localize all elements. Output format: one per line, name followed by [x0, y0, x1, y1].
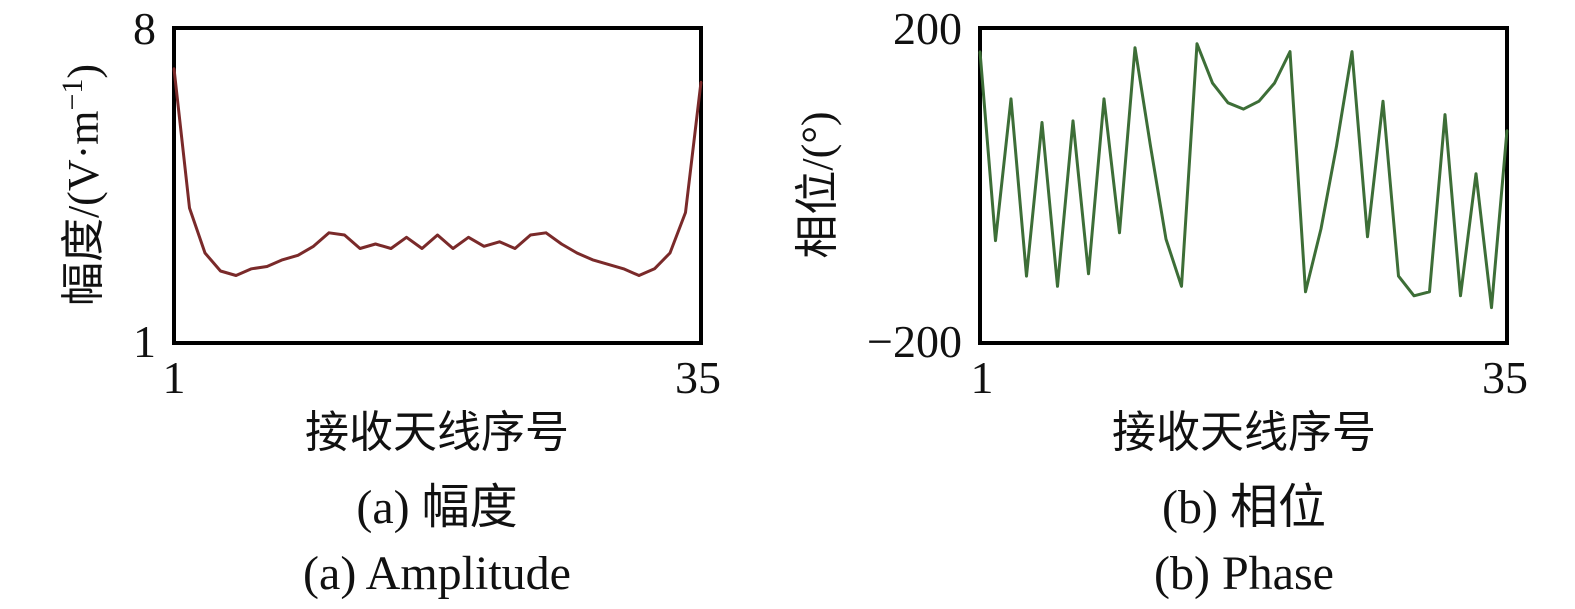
- amplitude-caption-zh: (a) 幅度: [356, 481, 517, 534]
- amplitude-point-3: [203, 251, 207, 255]
- phase-point-23: [1319, 227, 1323, 230]
- amplitude-y-axis-label: 幅度/(V·m−1): [56, 64, 108, 306]
- phase-plot-frame: [978, 26, 1509, 345]
- phase-point-2: [994, 239, 997, 242]
- amplitude-ylabel-superscript: −1: [56, 79, 89, 111]
- amplitude-point-21: [482, 245, 486, 248]
- phase-point-10: [1118, 231, 1121, 234]
- phase-point-29: [1412, 294, 1416, 297]
- amplitude-point-24: [529, 233, 532, 237]
- phase-ytick-bottom: −200: [867, 316, 962, 367]
- phase-x-axis-label: 接收天线序号: [1112, 408, 1376, 457]
- amplitude-point-26: [560, 242, 563, 246]
- amplitude-point-8: [281, 258, 284, 261]
- phase-chart: 200 −200 1 35 相位/(°) 接收天线序号 (b) 相位 (b) P…: [793, 3, 1528, 600]
- phase-xtick-right: 35: [1482, 352, 1528, 403]
- amplitude-points: [172, 67, 703, 277]
- phase-point-33: [1474, 172, 1478, 175]
- amplitude-series-line: [172, 68, 703, 277]
- phase-xtick-left: 1: [971, 352, 994, 403]
- amplitude-point-16: [405, 236, 408, 239]
- phase-points: [978, 42, 1509, 309]
- phase-point-22: [1304, 290, 1307, 293]
- phase-point-19: [1257, 100, 1261, 103]
- phase-point-27: [1381, 100, 1385, 103]
- amplitude-point-2: [188, 206, 191, 210]
- amplitude-point-9: [296, 254, 300, 257]
- amplitude-point-27: [575, 251, 579, 255]
- phase-point-32: [1459, 294, 1462, 297]
- phase-point-31: [1443, 113, 1447, 116]
- amplitude-point-29: [606, 263, 610, 266]
- phase-point-13: [1164, 237, 1168, 241]
- amplitude-point-13: [358, 247, 362, 250]
- phase-point-4: [1025, 274, 1028, 278]
- phase-point-34: [1490, 306, 1493, 309]
- amplitude-point-35: [699, 80, 703, 84]
- amplitude-chart: 8 1 1 35 幅度/(V·m−1) 接收天线序号 (a) 幅度 (a) Am…: [56, 3, 721, 600]
- amplitude-point-23: [513, 247, 517, 250]
- amplitude-point-28: [591, 258, 594, 261]
- amplitude-point-15: [389, 247, 393, 250]
- amplitude-point-20: [467, 236, 470, 239]
- phase-point-18: [1242, 107, 1245, 111]
- amplitude-point-34: [684, 211, 687, 214]
- phase-point-8: [1087, 272, 1090, 275]
- phase-point-26: [1366, 235, 1369, 238]
- amplitude-ylabel-main: 幅度/(V·m: [59, 111, 108, 307]
- amplitude-point-10: [312, 245, 315, 248]
- amplitude-point-33: [668, 251, 672, 255]
- amplitude-xtick-left: 1: [163, 352, 186, 403]
- phase-point-17: [1226, 101, 1230, 105]
- phase-point-14: [1180, 285, 1183, 288]
- amplitude-point-19: [451, 247, 455, 250]
- phase-caption-en: (b) Phase: [1154, 547, 1334, 600]
- phase-point-12: [1149, 144, 1152, 148]
- amplitude-point-6: [250, 267, 253, 270]
- amplitude-point-7: [265, 265, 269, 268]
- amplitude-x-axis-label: 接收天线序号: [305, 408, 569, 457]
- amplitude-ytick-top: 8: [133, 3, 156, 54]
- amplitude-point-11: [327, 231, 331, 234]
- phase-point-24: [1335, 144, 1338, 148]
- amplitude-point-12: [343, 233, 346, 237]
- phase-ytick-top: 200: [893, 3, 962, 54]
- phase-point-30: [1428, 290, 1431, 293]
- amplitude-plot-frame: [172, 26, 703, 345]
- amplitude-caption-en: (a) Amplitude: [303, 547, 571, 600]
- phase-point-20: [1273, 81, 1276, 85]
- amplitude-point-5: [234, 274, 238, 277]
- amplitude-point-22: [498, 240, 501, 243]
- phase-point-5: [1040, 121, 1044, 124]
- amplitude-point-25: [544, 231, 548, 234]
- phase-point-15: [1195, 42, 1199, 45]
- amplitude-point-4: [219, 269, 222, 273]
- amplitude-point-32: [653, 267, 656, 270]
- phase-caption-zh: (b) 相位: [1162, 481, 1326, 534]
- amplitude-ytick-bottom: 1: [133, 316, 156, 367]
- phase-point-1: [978, 50, 982, 53]
- amplitude-point-18: [436, 233, 439, 237]
- amplitude-xtick-right: 35: [675, 352, 721, 403]
- phase-point-9: [1102, 97, 1106, 101]
- phase-point-21: [1288, 50, 1292, 53]
- phase-point-35: [1505, 129, 1509, 132]
- phase-point-6: [1056, 285, 1059, 288]
- amplitude-ylabel-close: ): [59, 64, 108, 79]
- amplitude-point-1: [172, 67, 176, 70]
- phase-point-16: [1211, 81, 1214, 85]
- phase-point-7: [1071, 119, 1075, 123]
- amplitude-point-17: [420, 247, 424, 250]
- phase-point-25: [1350, 50, 1354, 53]
- amplitude-point-30: [622, 267, 625, 270]
- phase-point-11: [1133, 46, 1137, 49]
- phase-series-line: [978, 42, 1509, 310]
- amplitude-point-14: [374, 242, 377, 246]
- amplitude-point-31: [637, 274, 641, 277]
- phase-y-axis-label: 相位/(°): [793, 111, 842, 258]
- phase-point-3: [1009, 97, 1013, 101]
- phase-point-28: [1397, 274, 1400, 278]
